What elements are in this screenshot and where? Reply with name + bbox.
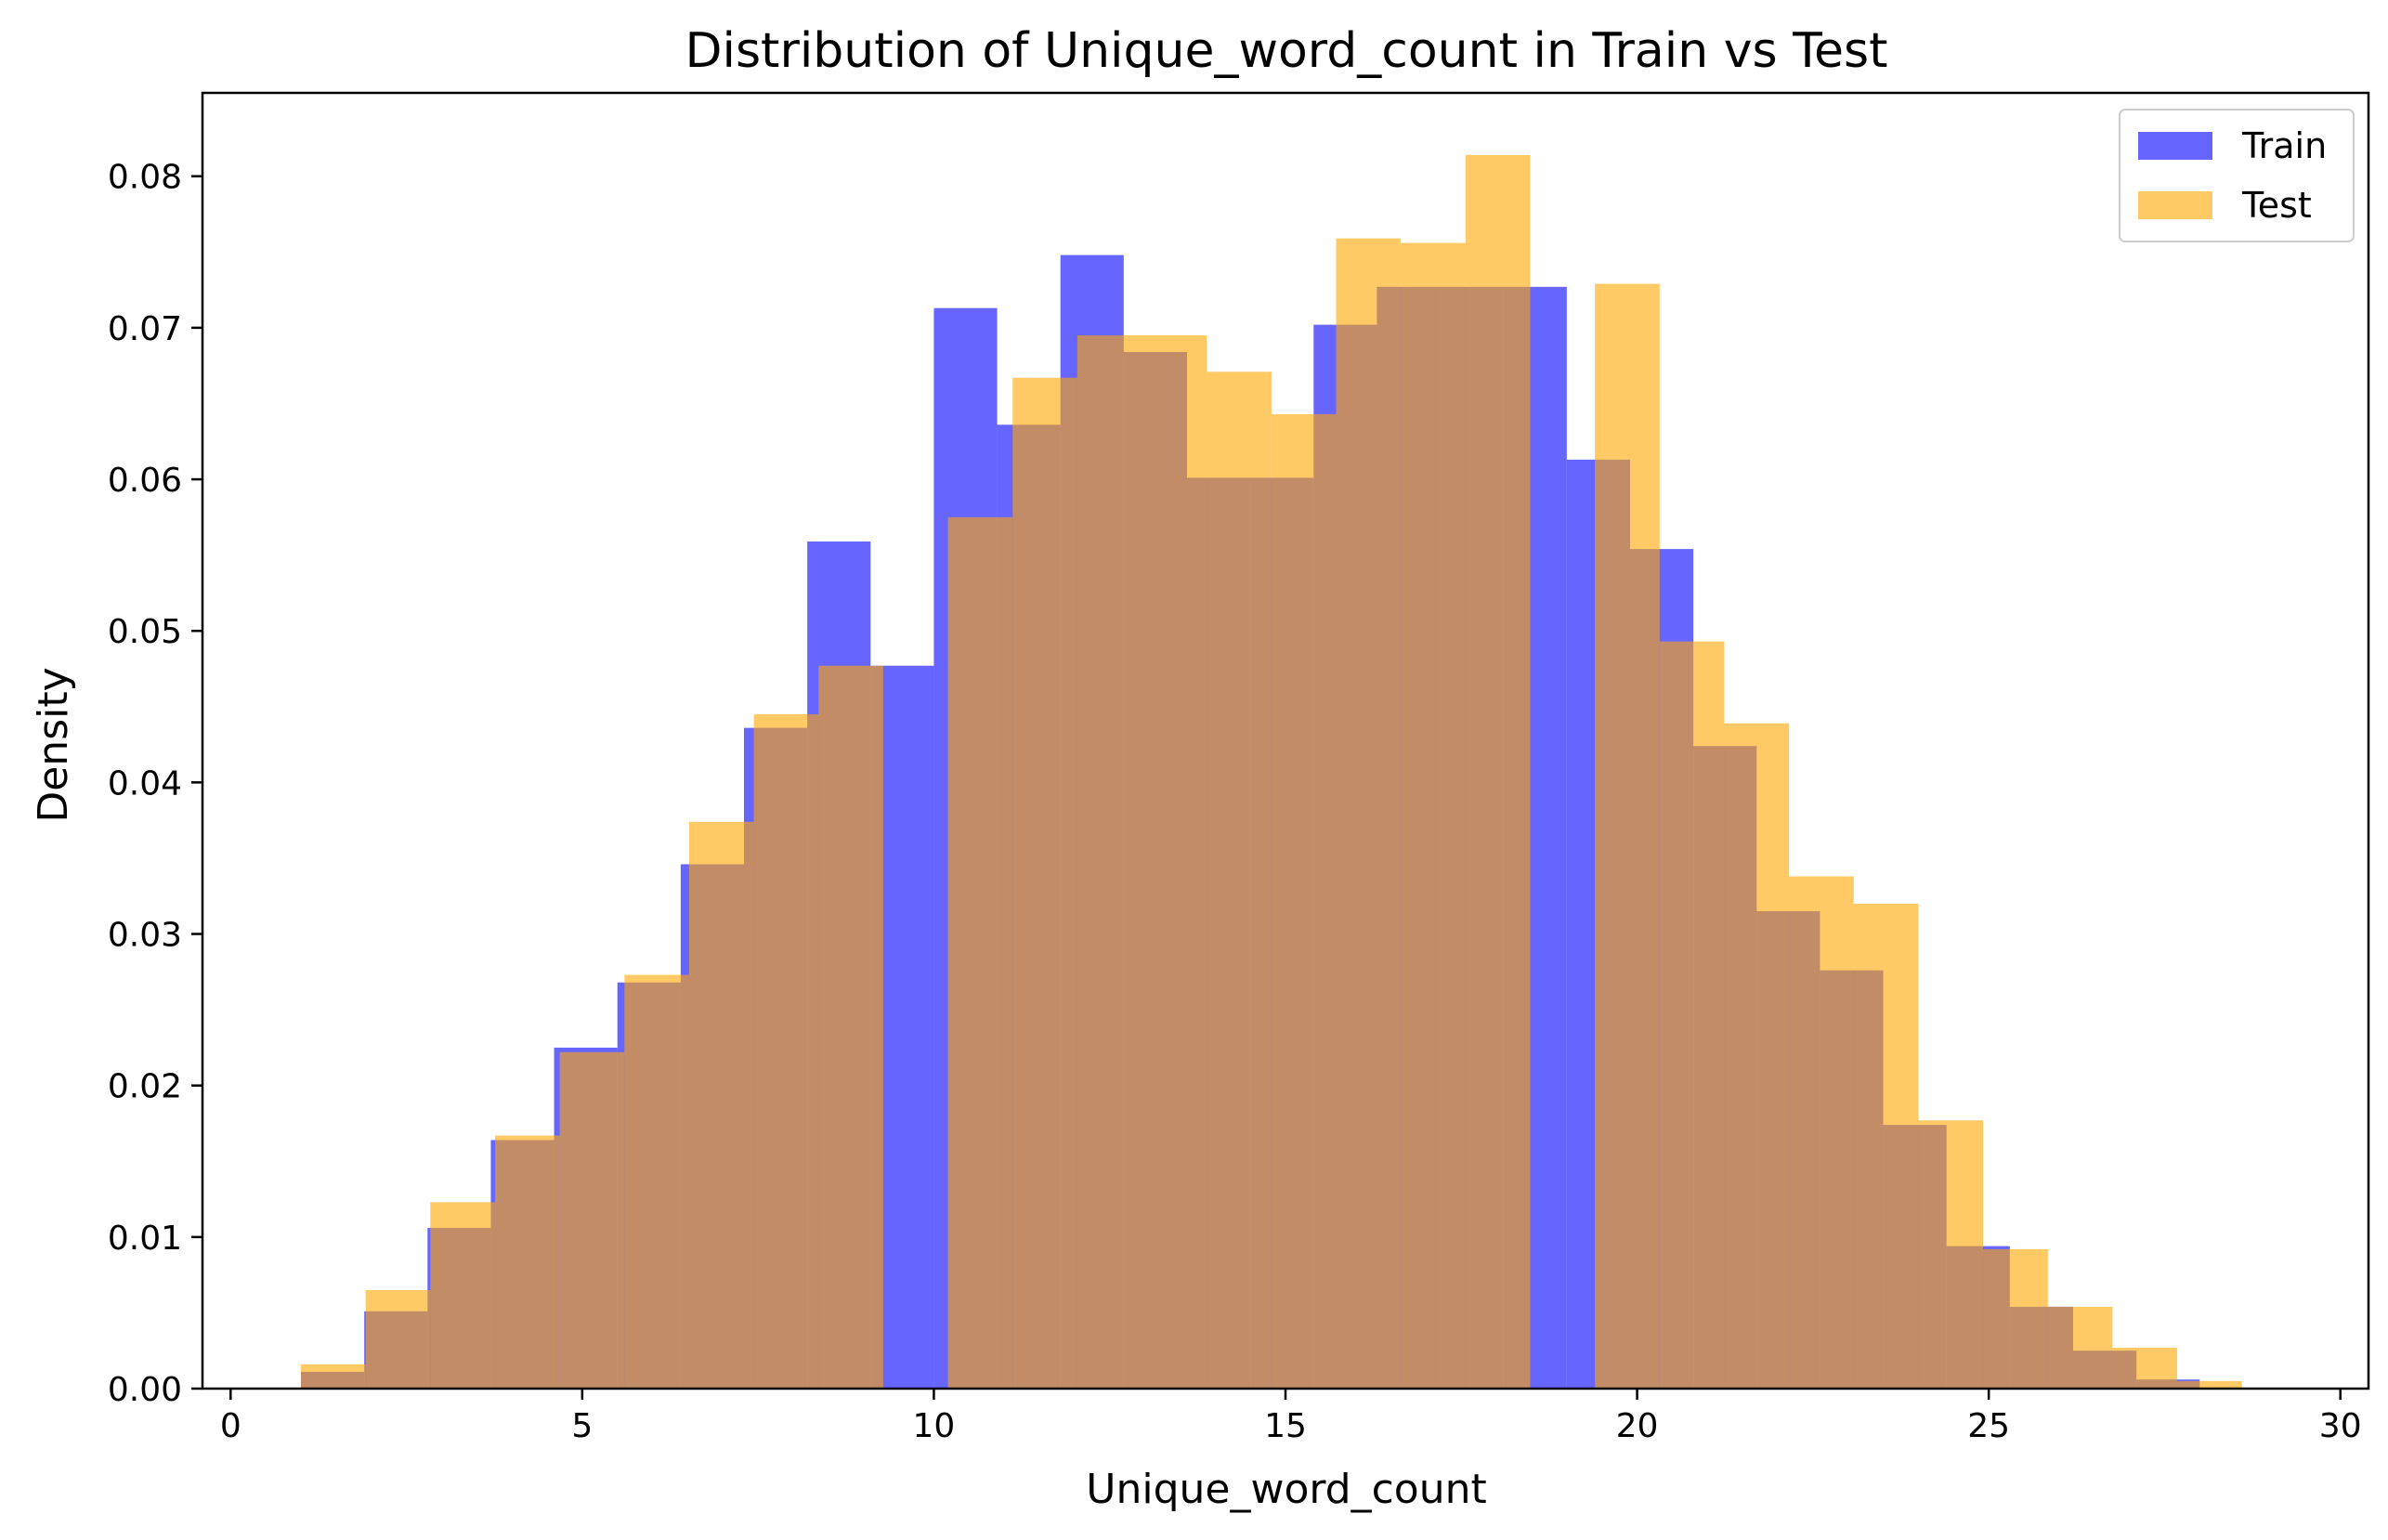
y-tick-label: 0.07 [108,310,182,348]
series-test [301,154,2242,1390]
y-tick-label: 0.01 [108,1220,182,1258]
legend: Train Test [2119,109,2355,242]
bar-test-3 [494,1135,560,1389]
bar-test-26 [1983,1248,2048,1389]
bar-test-8 [818,665,883,1389]
bar-test-18 [1465,154,1531,1389]
bar-test-5 [624,974,689,1389]
y-tick-label: 0.03 [108,917,182,955]
legend-label-train: Train [2241,125,2327,166]
y-tick-label: 0.08 [108,159,182,197]
bar-test-2 [430,1202,495,1389]
x-tick-label: 5 [571,1407,593,1445]
bar-test-13 [1142,335,1207,1389]
bar-test-12 [1077,335,1142,1389]
bar-test-4 [559,1051,625,1389]
x-tick-label: 15 [1264,1407,1307,1445]
bar-test-15 [1271,413,1337,1389]
bar-test-23 [1789,876,1854,1389]
bar-test-0 [301,1364,366,1389]
chart-title: Distribution of Unique_word_count in Tra… [685,23,1887,79]
x-tick-label: 30 [2319,1407,2362,1445]
bars-layer [301,154,2242,1390]
bar-test-24 [1853,903,1919,1389]
bar-test-6 [688,821,754,1389]
y-tick-label: 0.05 [108,613,182,651]
bar-test-1 [365,1289,431,1389]
x-tick-label: 25 [1967,1407,2010,1445]
bar-test-11 [1012,377,1077,1389]
bar-test-21 [1659,641,1725,1389]
x-axis-label: Unique_word_count [1086,1466,1487,1513]
bar-test-17 [1401,242,1466,1389]
bar-test-20 [1595,283,1660,1390]
bar-test-22 [1724,723,1790,1389]
y-tick-label: 0.02 [108,1068,182,1106]
bar-test-16 [1336,238,1402,1389]
x-tick-label: 20 [1616,1407,1659,1445]
bar-test-10 [947,516,1013,1389]
legend-swatch-train [2138,132,2212,160]
legend-label-test: Test [2241,185,2312,226]
bar-test-27 [2047,1306,2113,1389]
y-tick-label: 0.00 [108,1371,182,1409]
x-tick-label: 10 [913,1407,956,1445]
axes-layer: 0 5 10 15 20 25 30 0.00 0.01 0.02 0.03 0.04 0.05 0.06… [108,91,2370,1445]
bar-test-14 [1207,372,1272,1390]
bar-test-28 [2112,1347,2178,1389]
bar-test-29 [2177,1380,2242,1389]
y-tick-label: 0.04 [108,764,182,803]
bar-test-25 [1918,1120,1984,1389]
bar-test-7 [753,713,819,1389]
y-tick-label: 0.06 [108,462,182,500]
y-axis-label: Density [30,667,77,822]
x-tick-label: 0 [220,1407,241,1445]
legend-swatch-test [2138,191,2212,219]
